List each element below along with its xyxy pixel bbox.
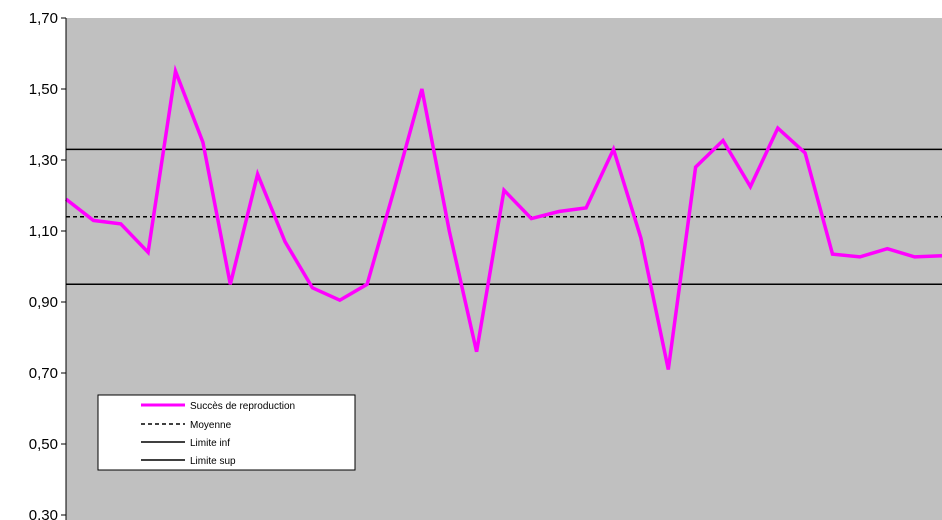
legend-label-series-1: Moyenne — [190, 420, 232, 431]
y-tick-label-5: 0,70 — [29, 365, 58, 382]
legend: Succès de reproduction Moyenne Limite in… — [97, 394, 356, 471]
y-tick-label-4: 0,90 — [29, 294, 58, 311]
legend-label-series-0: Succès de reproduction — [190, 401, 295, 412]
y-tick-label-2: 1,30 — [29, 152, 58, 169]
y-tick-label-6: 0,50 — [29, 436, 58, 453]
y-tick-label-1: 1,50 — [29, 81, 58, 98]
y-tick-label-3: 1,10 — [29, 223, 58, 240]
legend-label-series-2: Limite inf — [190, 438, 230, 449]
legend-box — [97, 394, 356, 471]
y-tick-label-7: 0,30 — [29, 507, 58, 520]
legend-label-series-3: Limite sup — [190, 456, 236, 467]
y-tick-label-0: 1,70 — [29, 10, 58, 27]
